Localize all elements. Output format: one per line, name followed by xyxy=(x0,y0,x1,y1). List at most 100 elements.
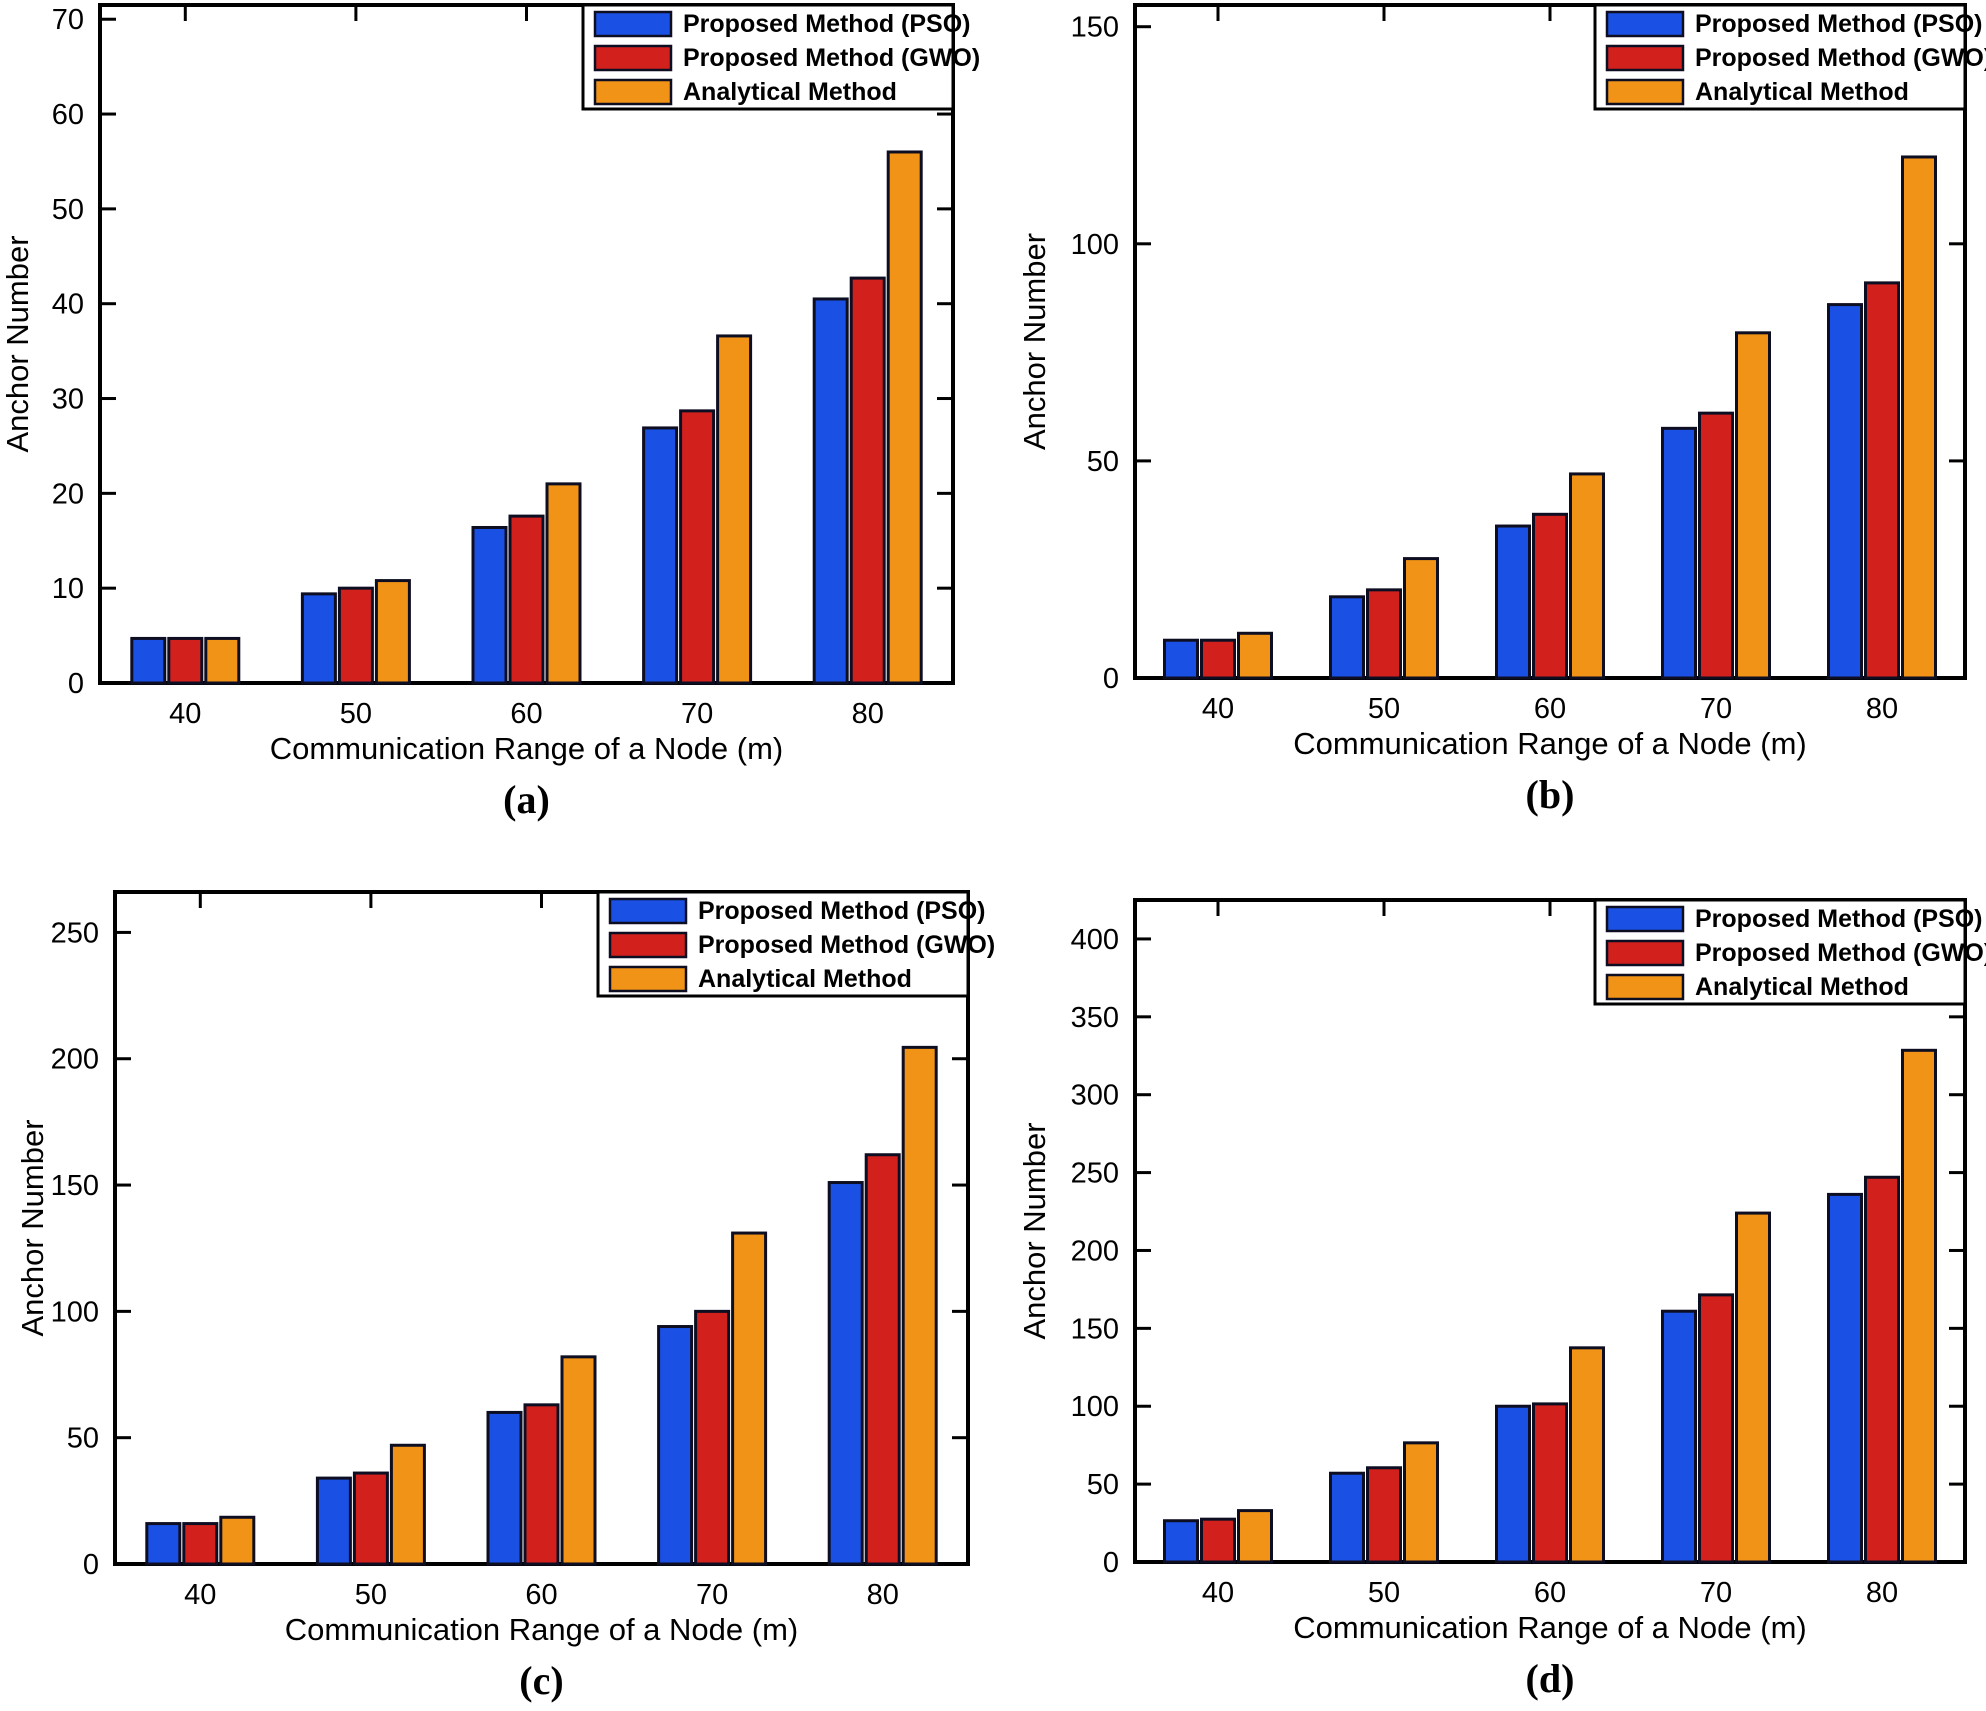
legend-swatch-analytical xyxy=(608,965,688,993)
x-axis-label: Communication Range of a Node (m) xyxy=(285,1612,798,1647)
bar-gwo-50 xyxy=(1366,1466,1402,1564)
bar-gwo-40 xyxy=(167,636,204,685)
bar-analytical-40 xyxy=(1237,631,1273,680)
x-tick-label: 80 xyxy=(867,1579,899,1611)
bar-analytical-60 xyxy=(560,1355,597,1566)
bar-pso-40 xyxy=(1163,638,1199,680)
bar-pso-50 xyxy=(315,1476,352,1566)
bar-pso-50 xyxy=(300,592,337,685)
legend-label-pso: Proposed Method (PSO) xyxy=(698,897,986,925)
legend-label-analytical: Analytical Method xyxy=(698,965,912,993)
bar-gwo-60 xyxy=(1532,512,1568,680)
legend: Proposed Method (PSO) Proposed Method (GW… xyxy=(581,3,980,111)
legend-label-pso: Proposed Method (PSO) xyxy=(1695,10,1983,38)
legend-label-pso: Proposed Method (PSO) xyxy=(1695,905,1983,933)
x-tick-label: 80 xyxy=(1866,693,1898,725)
y-tick-label: 0 xyxy=(1103,663,1119,695)
bar-gwo-40 xyxy=(1200,1517,1236,1564)
x-axis-label: Communication Range of a Node (m) xyxy=(1293,726,1806,761)
y-tick-label: 20 xyxy=(52,478,84,510)
bar-gwo-80 xyxy=(864,1153,901,1566)
chart-c: 0 50 100 150 200 250 40 50 60 70 80 Communication R… xyxy=(15,890,995,1703)
legend-label-analytical: Analytical Method xyxy=(683,78,897,106)
y-axis-label: Anchor Number xyxy=(15,1119,50,1336)
y-tick-label: 400 xyxy=(1071,924,1119,956)
legend-swatch-gwo xyxy=(1605,44,1685,72)
y-tick-label: 350 xyxy=(1071,1002,1119,1034)
x-tick-label: 40 xyxy=(1202,1577,1234,1609)
bar-gwo-70 xyxy=(694,1309,731,1566)
bar-gwo-80 xyxy=(1864,281,1900,680)
y-tick-label: 100 xyxy=(1071,1391,1119,1423)
bar-gwo-70 xyxy=(1698,411,1734,680)
subfigure-caption: (c) xyxy=(519,1658,563,1703)
bar-pso-40 xyxy=(1163,1519,1199,1564)
x-tick-label: 70 xyxy=(681,698,713,730)
bar-gwo-40 xyxy=(1200,638,1236,680)
bar-analytical-80 xyxy=(1901,1048,1937,1564)
legend-swatch-analytical xyxy=(593,78,673,106)
legend-label-gwo: Proposed Method (GWO) xyxy=(683,44,980,72)
y-tick-label: 150 xyxy=(51,1170,99,1202)
bar-analytical-60 xyxy=(545,482,582,685)
legend: Proposed Method (PSO) Proposed Method (GW… xyxy=(596,890,995,998)
x-tick-label: 50 xyxy=(355,1579,387,1611)
bar-analytical-40 xyxy=(204,636,241,685)
x-tick-label: 70 xyxy=(1700,693,1732,725)
bar-gwo-60 xyxy=(523,1403,560,1566)
bar-gwo-60 xyxy=(508,514,545,685)
legend-swatch-pso xyxy=(1605,905,1685,933)
bar-analytical-80 xyxy=(901,1045,938,1566)
bar-pso-80 xyxy=(827,1181,864,1566)
legend-swatch-pso xyxy=(1605,10,1685,38)
x-tick-label: 60 xyxy=(1534,1577,1566,1609)
x-tick-label: 50 xyxy=(340,698,372,730)
bar-gwo-60 xyxy=(1532,1402,1568,1564)
legend-label-analytical: Analytical Method xyxy=(1695,78,1909,106)
bar-pso-60 xyxy=(1495,1404,1531,1564)
chart-a: 0 10 20 30 40 50 60 70 40 50 60 70 80 Communication R… xyxy=(0,3,980,822)
legend-label-analytical: Analytical Method xyxy=(1695,973,1909,1001)
bar-gwo-70 xyxy=(679,409,716,685)
y-tick-label: 150 xyxy=(1071,1313,1119,1345)
x-tick-label: 40 xyxy=(169,698,201,730)
x-tick-label: 40 xyxy=(184,1579,216,1611)
legend: Proposed Method (PSO) Proposed Method (GW… xyxy=(1593,3,1986,111)
legend-swatch-analytical xyxy=(1605,973,1685,1001)
bar-gwo-50 xyxy=(352,1471,389,1566)
bar-analytical-70 xyxy=(731,1231,768,1566)
legend-swatch-gwo xyxy=(608,931,688,959)
bar-pso-40 xyxy=(145,1522,182,1566)
bar-pso-70 xyxy=(1661,1309,1697,1564)
bar-analytical-40 xyxy=(1237,1509,1273,1564)
y-tick-label: 0 xyxy=(83,1549,99,1581)
y-tick-label: 200 xyxy=(1071,1235,1119,1267)
bar-gwo-80 xyxy=(849,276,886,685)
y-tick-label: 100 xyxy=(51,1296,99,1328)
y-tick-label: 0 xyxy=(1103,1547,1119,1579)
y-axis-label: Anchor Number xyxy=(1017,233,1052,450)
bar-analytical-40 xyxy=(219,1515,256,1566)
chart-d: 0 50 100 150 200 250 300 350 400 40 50 60 70 80 Commun… xyxy=(1017,898,1986,1701)
bar-analytical-50 xyxy=(374,579,411,685)
legend-swatch-analytical xyxy=(1605,78,1685,106)
bar-analytical-50 xyxy=(1403,1441,1439,1564)
x-tick-label: 80 xyxy=(1866,1577,1898,1609)
bar-analytical-70 xyxy=(1735,1211,1771,1564)
x-tick-label: 70 xyxy=(1700,1577,1732,1609)
bar-pso-40 xyxy=(130,636,167,685)
legend-swatch-gwo xyxy=(1605,939,1685,967)
bar-analytical-80 xyxy=(886,150,923,685)
x-tick-label: 60 xyxy=(1534,693,1566,725)
legend-swatch-pso xyxy=(593,10,673,38)
bar-gwo-70 xyxy=(1698,1293,1734,1564)
chart-b: 0 50 100 150 40 50 60 70 80 Communication Range o… xyxy=(1017,3,1986,817)
bar-pso-70 xyxy=(642,426,679,685)
y-tick-label: 50 xyxy=(67,1423,99,1455)
y-tick-label: 200 xyxy=(51,1044,99,1076)
y-tick-label: 30 xyxy=(52,384,84,416)
y-axis-label: Anchor Number xyxy=(1017,1122,1052,1339)
y-tick-label: 50 xyxy=(1087,1469,1119,1501)
